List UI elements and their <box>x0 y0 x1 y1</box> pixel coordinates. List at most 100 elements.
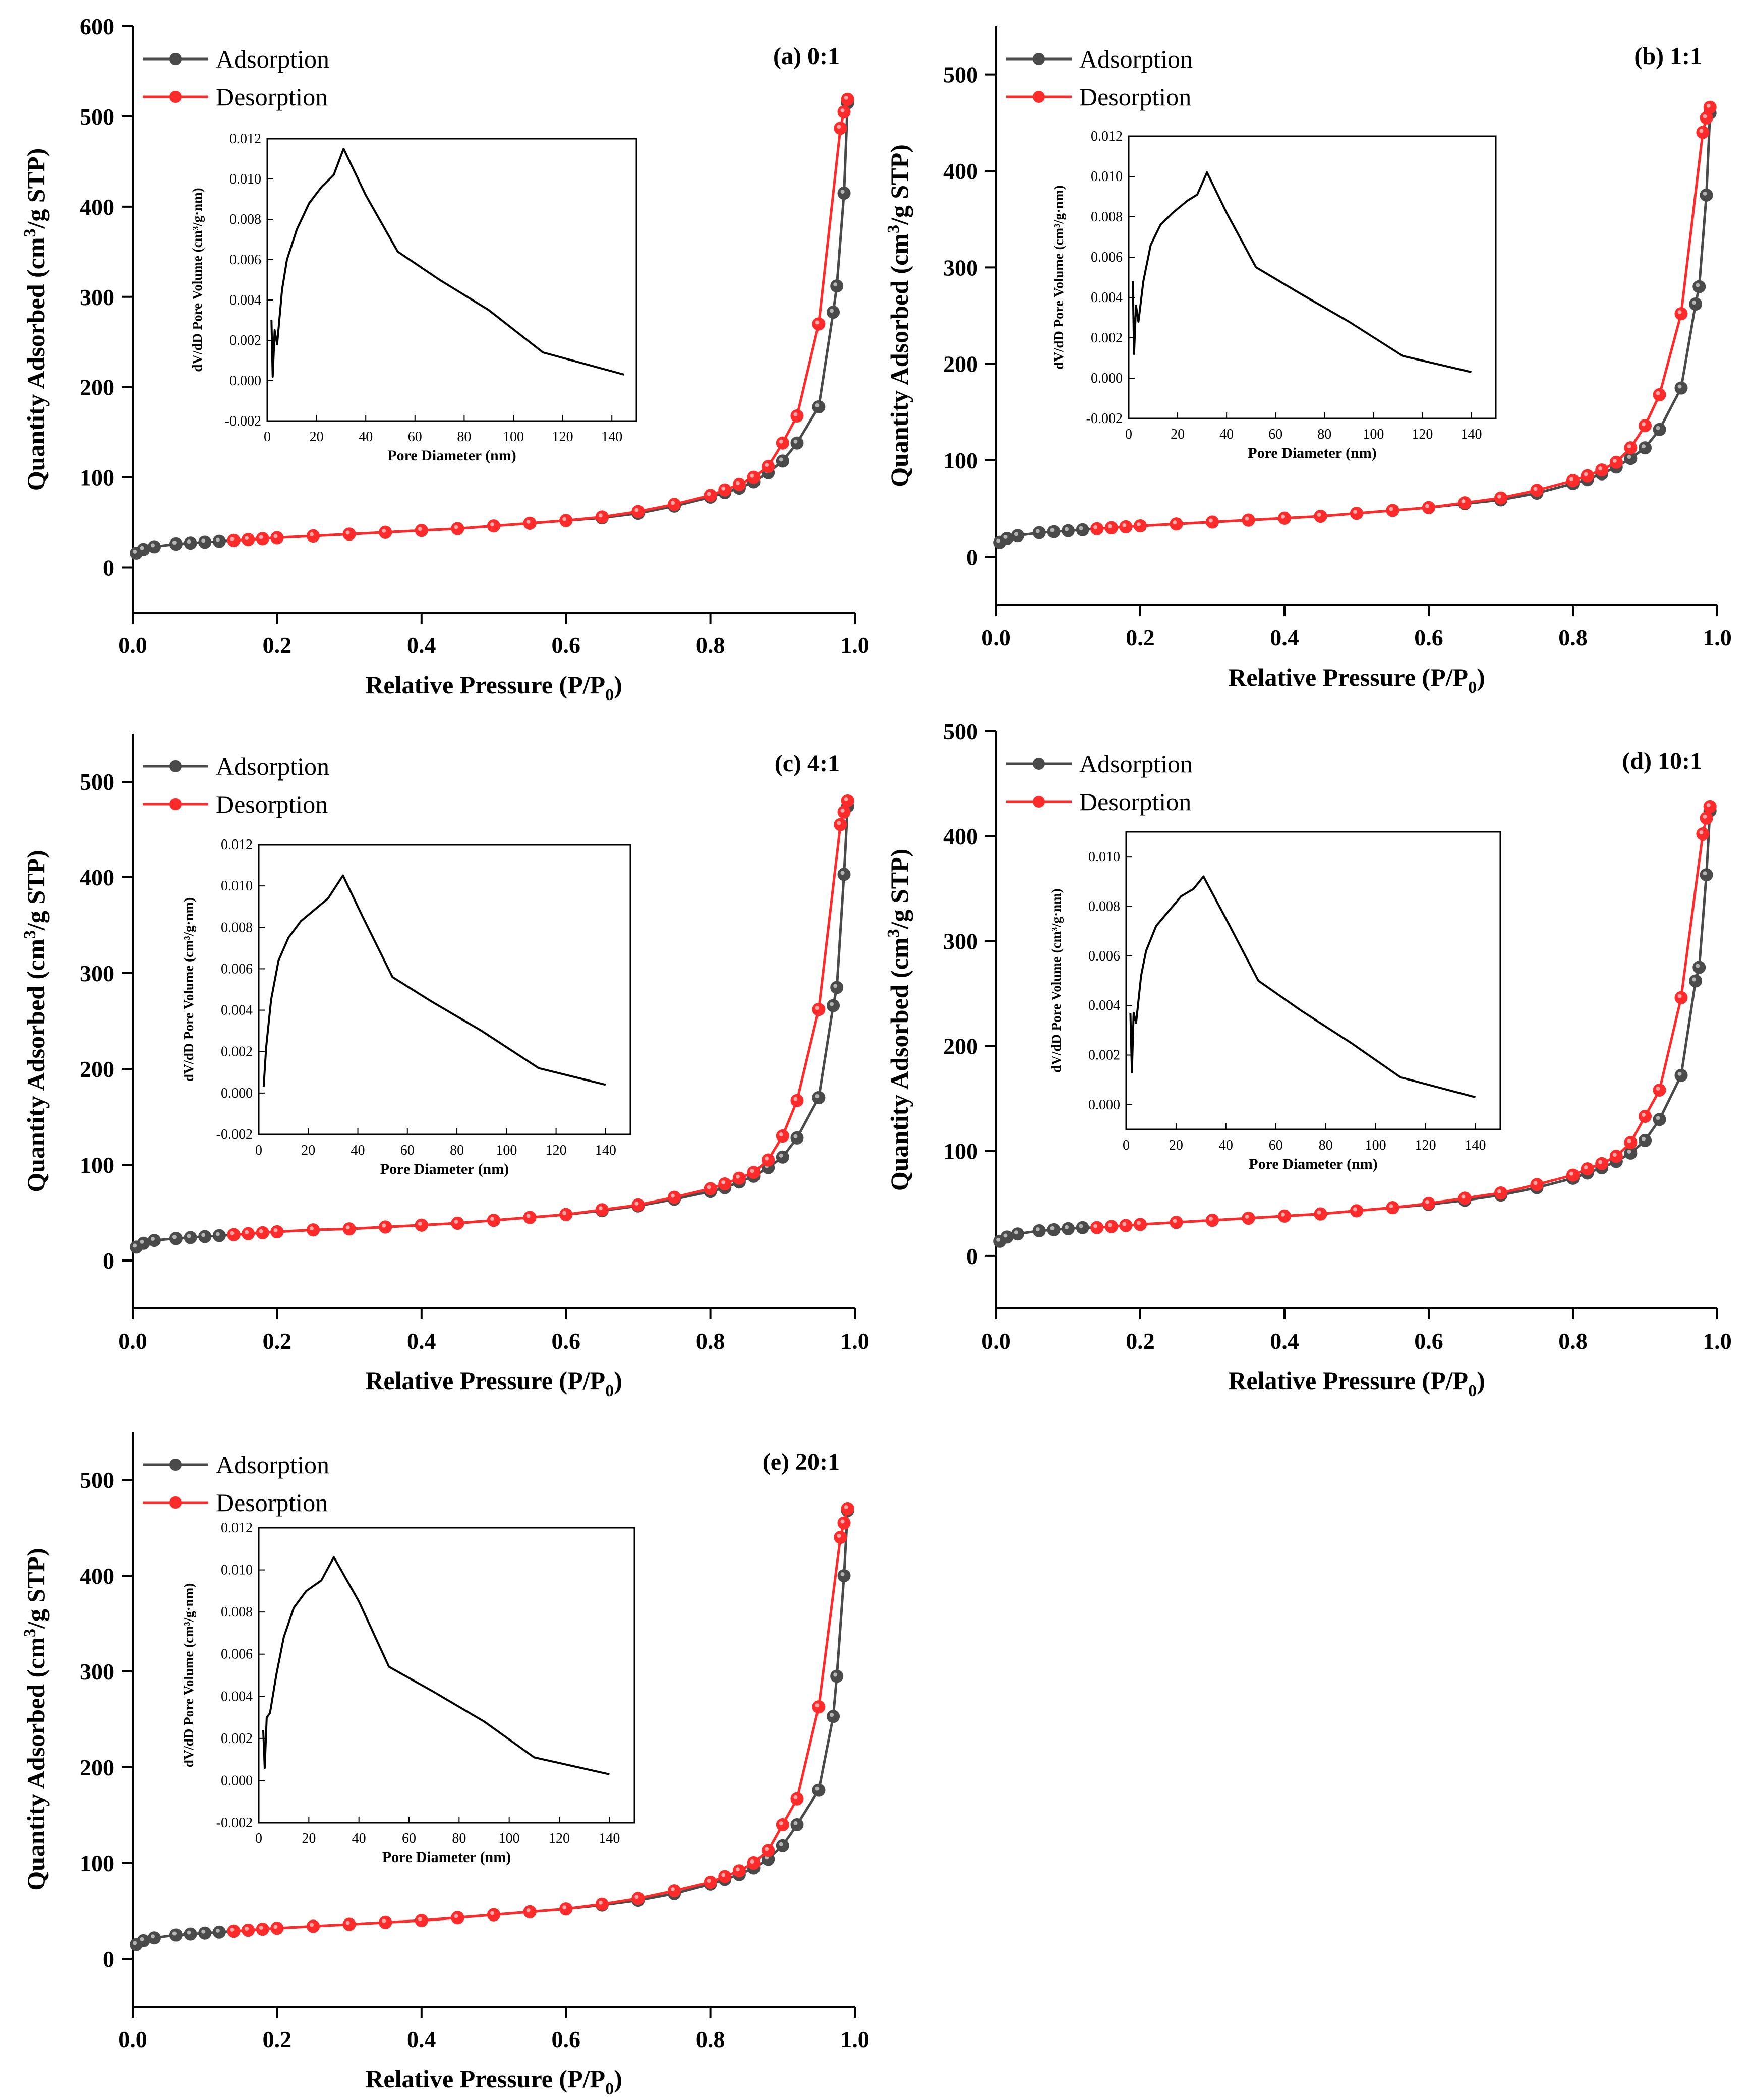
data-point-highlight <box>634 1201 639 1206</box>
data-point-highlight <box>562 1211 567 1215</box>
data-point-highlight <box>215 1928 220 1933</box>
data-point-highlight <box>815 403 820 408</box>
data-point-highlight <box>1461 499 1466 504</box>
data-point-highlight <box>245 536 249 541</box>
data-point-desorption <box>1530 484 1544 497</box>
data-point-adsorption <box>1000 531 1014 545</box>
y-tick-label: 200 <box>943 351 978 377</box>
inset-x-tick-label: 40 <box>351 1143 365 1158</box>
data-point-highlight <box>418 1917 422 1921</box>
data-point-desorption <box>704 1182 717 1195</box>
inset-x-tick-label: 120 <box>1415 1137 1436 1153</box>
data-point-desorption <box>595 1203 609 1217</box>
y-tick-label: 400 <box>943 158 978 184</box>
inset-y-tick-label: 0.008 <box>1091 209 1123 225</box>
data-point-adsorption <box>137 1934 150 1947</box>
data-point-desorption <box>834 122 847 135</box>
inset-x-tick-label: 100 <box>1365 1137 1386 1153</box>
data-point-highlight <box>562 1905 567 1910</box>
y-tick-label: 100 <box>80 1850 114 1876</box>
data-point-highlight <box>840 190 845 194</box>
inset-frame <box>258 1527 635 1824</box>
legend-label-adsorption: Adsorption <box>1079 45 1193 73</box>
data-point-highlight <box>671 1193 675 1198</box>
data-point-highlight <box>833 1672 838 1677</box>
data-point-highlight <box>779 1153 783 1158</box>
data-point-desorption <box>841 1502 854 1515</box>
y-tick-label: 300 <box>80 1659 114 1685</box>
data-point-highlight <box>765 463 769 467</box>
data-point-highlight <box>1677 310 1682 315</box>
data-point-desorption <box>776 1818 789 1831</box>
data-point-desorption <box>523 516 537 530</box>
data-point-desorption <box>451 522 464 535</box>
data-point-highlight <box>1003 1233 1008 1238</box>
data-point-highlight <box>345 530 350 535</box>
inset-x-tick-label: 60 <box>1269 1137 1283 1153</box>
data-point-desorption <box>342 1917 356 1931</box>
data-point-desorption <box>307 1919 320 1933</box>
data-point-highlight <box>1569 477 1573 482</box>
data-point-highlight <box>1050 528 1055 532</box>
data-point-desorption <box>668 1884 681 1898</box>
panel-label: (e) 20:1 <box>763 1449 840 1475</box>
data-point-highlight <box>765 1156 769 1161</box>
data-point-adsorption <box>812 400 826 414</box>
inset-x-tick-label: 40 <box>1219 427 1234 442</box>
data-point-highlight <box>526 1214 531 1218</box>
data-point-highlight <box>1677 384 1682 389</box>
inset-5: 0 20 40 60 80 100 120 140 -0.002 0.000 0.002 0.004 0… <box>181 1520 635 1866</box>
x-axis-label: Relative Pressure (P/P0) <box>1228 1366 1485 1400</box>
data-point-adsorption <box>137 543 150 556</box>
data-point-adsorption <box>830 1669 844 1683</box>
data-point-desorption <box>837 1516 851 1530</box>
inset-x-tick-label: 0 <box>264 429 271 445</box>
data-point-desorption <box>790 1094 804 1107</box>
data-point-desorption <box>837 105 851 118</box>
data-point-highlight <box>1035 529 1040 533</box>
data-point-adsorption <box>837 1569 851 1582</box>
inset-x-axis-label: Pore Diameter (nm) <box>380 1161 509 1177</box>
data-point-desorption <box>595 510 609 524</box>
inset-y-tick-label: 0.002 <box>221 1044 253 1060</box>
inset-x-tick-label: 100 <box>499 1831 520 1846</box>
data-point-desorption <box>1700 111 1713 125</box>
data-point-adsorption <box>147 1931 161 1945</box>
x-tick-label: 0.8 <box>1558 625 1588 650</box>
data-point-desorption <box>1134 1218 1147 1231</box>
data-point-highlight <box>1317 1210 1321 1215</box>
y-tick-label: 500 <box>80 104 114 130</box>
data-point-highlight <box>840 871 845 875</box>
data-point-desorption <box>451 1911 464 1925</box>
data-point-highlight <box>840 808 845 813</box>
y-tick-label: 300 <box>943 928 978 954</box>
data-point-highlight <box>1137 522 1141 527</box>
data-point-desorption <box>595 1897 609 1911</box>
data-point-highlight <box>1656 1116 1660 1120</box>
legend-label-adsorption: Adsorption <box>216 1451 329 1479</box>
data-point-adsorption <box>1653 423 1666 436</box>
data-point-highlight <box>815 1786 820 1791</box>
data-point-desorption <box>1653 388 1666 401</box>
inset-y-tick-label: 0.010 <box>1091 169 1123 185</box>
data-point-desorption <box>1595 1157 1609 1170</box>
data-point-highlight <box>1656 1086 1660 1091</box>
data-point-highlight <box>490 1217 494 1221</box>
data-point-adsorption <box>1062 1222 1075 1235</box>
panel-label: (b) 1:1 <box>1634 43 1702 70</box>
data-point-adsorption <box>812 1783 826 1797</box>
data-point-highlight <box>454 1914 458 1918</box>
data-point-highlight <box>382 528 386 533</box>
data-point-highlight <box>779 1821 783 1825</box>
data-point-highlight <box>1584 472 1588 476</box>
data-point-highlight <box>844 1505 848 1509</box>
data-point-desorption <box>307 1223 320 1237</box>
data-point-desorption <box>718 1177 732 1190</box>
inset-y-tick-label: 0.010 <box>221 878 253 894</box>
y-tick-label: 500 <box>943 718 978 744</box>
data-point-highlight <box>230 1927 235 1932</box>
data-point-desorption <box>1609 1150 1623 1163</box>
data-point-desorption <box>762 460 775 473</box>
data-point-adsorption <box>169 537 183 551</box>
data-point-highlight <box>273 1925 278 1929</box>
